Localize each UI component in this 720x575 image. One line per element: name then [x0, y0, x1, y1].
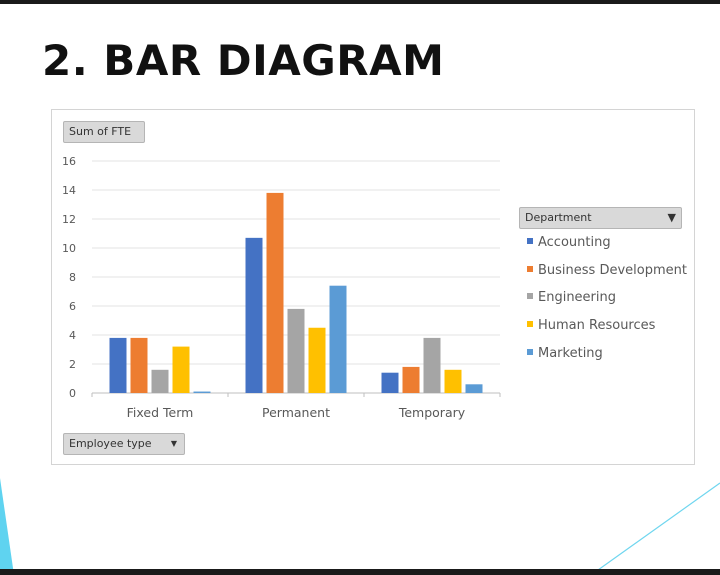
y-axis-tick-labels: 0 2 4 6 8 10 12 14 16 — [62, 155, 76, 400]
value-field-label: Sum of FTE — [69, 125, 132, 138]
legend-label: Accounting — [538, 235, 611, 250]
bar[interactable] — [444, 369, 462, 393]
bar[interactable] — [172, 346, 190, 393]
legend-label: Marketing — [538, 345, 603, 361]
chart-frame — [51, 109, 695, 465]
y-tick-label: 4 — [69, 329, 76, 342]
legend-swatch — [527, 238, 533, 244]
legend-label: Engineering — [538, 290, 616, 306]
y-tick-label: 0 — [69, 387, 76, 400]
bar[interactable] — [402, 366, 420, 393]
x-tick-label: Permanent — [262, 405, 330, 420]
bar[interactable] — [151, 369, 169, 393]
bar[interactable] — [423, 337, 441, 393]
bar[interactable] — [245, 237, 263, 393]
slide-top-bar — [0, 0, 720, 4]
bar[interactable] — [109, 337, 127, 393]
legend-item: Business Development — [527, 261, 687, 289]
x-axis-tick-labels: Fixed Term Permanent Temporary — [91, 393, 501, 420]
x-tick-label: Temporary — [398, 405, 466, 420]
legend-field-button[interactable]: Department ▼ — [519, 207, 682, 229]
legend-swatch — [527, 293, 533, 300]
y-tick-label: 10 — [62, 242, 76, 255]
bar[interactable] — [193, 391, 211, 393]
legend-field-label: Department — [525, 211, 592, 224]
y-tick-label: 2 — [69, 358, 76, 371]
y-tick-label: 16 — [62, 155, 76, 168]
bar[interactable] — [465, 384, 483, 393]
legend-item: Marketing — [527, 344, 687, 372]
y-tick-label: 12 — [62, 213, 76, 226]
y-tick-label: 6 — [69, 300, 76, 313]
axis-field-label: Employee type — [69, 437, 152, 450]
value-field-button[interactable]: Sum of FTE — [63, 121, 145, 143]
chart-legend: Accounting Business Development Engineerin… — [527, 233, 687, 371]
legend-label: Business Development — [538, 262, 687, 278]
bar[interactable] — [329, 285, 347, 393]
slide-title: 2. BAR DIAGRAM — [42, 36, 445, 85]
slide-bottom-bar — [0, 569, 720, 575]
y-tick-label: 8 — [69, 271, 76, 284]
dropdown-arrow-icon[interactable]: ▼ — [170, 439, 177, 448]
bar[interactable] — [266, 192, 284, 393]
axis-field-button[interactable]: Employee type ▼ — [63, 433, 185, 455]
bars — [109, 192, 483, 393]
legend-label: Human Resources — [538, 318, 656, 334]
legend-swatch — [527, 348, 533, 355]
y-tick-label: 14 — [62, 184, 76, 197]
legend-swatch — [527, 321, 533, 328]
legend-item: Accounting — [527, 233, 687, 261]
bar[interactable] — [287, 308, 305, 393]
x-tick-label: Fixed Term — [127, 405, 194, 420]
legend-item: Engineering — [527, 288, 687, 316]
bar[interactable] — [308, 327, 326, 393]
bar[interactable] — [130, 337, 148, 393]
legend-item: Human Resources — [527, 316, 687, 344]
legend-swatch — [527, 265, 533, 272]
bar[interactable] — [381, 372, 399, 393]
filter-icon[interactable]: ▼ — [667, 211, 676, 224]
